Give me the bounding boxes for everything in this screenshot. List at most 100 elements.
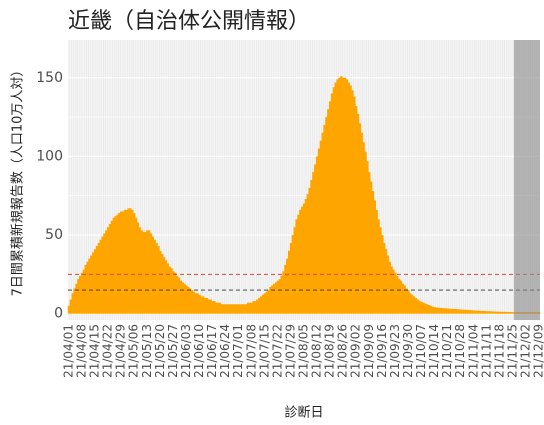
bar	[157, 246, 160, 314]
bar	[84, 264, 87, 314]
bar	[258, 297, 261, 314]
bar	[317, 148, 321, 314]
bar	[388, 261, 391, 314]
bar	[106, 227, 110, 314]
bar	[463, 309, 466, 314]
bar	[306, 194, 309, 314]
bar	[412, 296, 416, 314]
bar	[485, 311, 488, 314]
bar	[476, 310, 479, 314]
bar	[455, 309, 459, 314]
bar	[284, 264, 287, 314]
bar	[425, 304, 429, 314]
bar	[343, 77, 347, 314]
bar	[166, 263, 169, 314]
bar	[304, 198, 307, 314]
bar	[78, 275, 82, 314]
bar	[164, 260, 168, 314]
bar	[371, 191, 375, 314]
bar	[502, 311, 505, 314]
x-tick-label: 21/09/30	[401, 324, 415, 378]
bar	[325, 117, 328, 314]
bar	[226, 304, 229, 314]
bar	[131, 209, 134, 314]
bar	[414, 297, 418, 314]
bar	[446, 308, 449, 314]
bar	[491, 311, 494, 314]
bar	[424, 303, 427, 314]
x-tick-label: 21/05/13	[140, 324, 154, 378]
bar	[82, 269, 85, 314]
bar	[433, 307, 436, 314]
bar	[148, 230, 151, 314]
bar	[383, 242, 386, 314]
bar	[379, 227, 382, 314]
bar	[144, 231, 147, 314]
x-tick-label: 21/10/14	[427, 324, 441, 378]
bar	[228, 304, 231, 314]
x-tick-label: 21/11/25	[505, 324, 519, 378]
bar	[183, 283, 186, 314]
x-tick-label: 21/07/29	[283, 324, 297, 378]
bar	[261, 294, 265, 314]
bar	[444, 308, 447, 314]
bar	[403, 285, 406, 314]
bar	[93, 249, 97, 314]
bar	[250, 302, 253, 314]
y-tick-label: 150	[36, 70, 63, 86]
bar	[108, 224, 112, 314]
bar	[368, 172, 371, 314]
bar	[405, 288, 408, 314]
bar	[353, 96, 356, 314]
bar	[176, 275, 179, 314]
bar	[297, 214, 300, 314]
bar	[190, 290, 194, 314]
y-axis-title: 7日間累積新規報告数（人口10万人対）	[10, 64, 26, 297]
bar	[230, 304, 233, 314]
bar	[278, 279, 281, 314]
bar	[73, 288, 76, 314]
bar	[472, 310, 475, 314]
bar	[312, 172, 315, 314]
bar	[495, 311, 498, 314]
bar	[151, 236, 155, 314]
x-tick-label: 21/09/23	[388, 324, 402, 378]
bar	[174, 272, 177, 314]
bar	[429, 305, 432, 314]
bar	[196, 293, 199, 314]
bar	[448, 308, 451, 314]
bar	[493, 311, 496, 314]
bar	[90, 255, 93, 314]
bar	[452, 308, 455, 314]
x-tick-label: 21/06/10	[192, 324, 206, 378]
bar	[142, 231, 145, 314]
bar	[146, 230, 149, 314]
x-tick-label: 21/04/22	[101, 324, 115, 378]
bar	[187, 286, 190, 314]
bar	[110, 220, 113, 314]
bar	[276, 280, 280, 314]
bar	[179, 280, 183, 314]
bar	[274, 282, 278, 314]
bar	[370, 181, 373, 314]
bar	[351, 90, 354, 314]
x-tick-label: 21/04/15	[88, 324, 102, 378]
bar	[299, 209, 302, 314]
x-tick-label: 21/07/15	[257, 324, 271, 378]
bar	[511, 312, 515, 314]
bar	[347, 82, 350, 314]
bar	[450, 308, 453, 314]
x-tick-label: 21/12/02	[519, 324, 533, 378]
bar	[218, 302, 222, 314]
bar	[224, 304, 227, 314]
bar	[237, 304, 240, 314]
bar	[267, 290, 270, 314]
bar	[314, 164, 317, 314]
bar	[319, 140, 322, 314]
bar	[211, 301, 214, 314]
bar	[155, 242, 158, 314]
bar	[127, 208, 130, 314]
x-tick-label: 21/05/27	[166, 324, 180, 378]
bar	[239, 304, 242, 314]
bar	[172, 271, 175, 314]
